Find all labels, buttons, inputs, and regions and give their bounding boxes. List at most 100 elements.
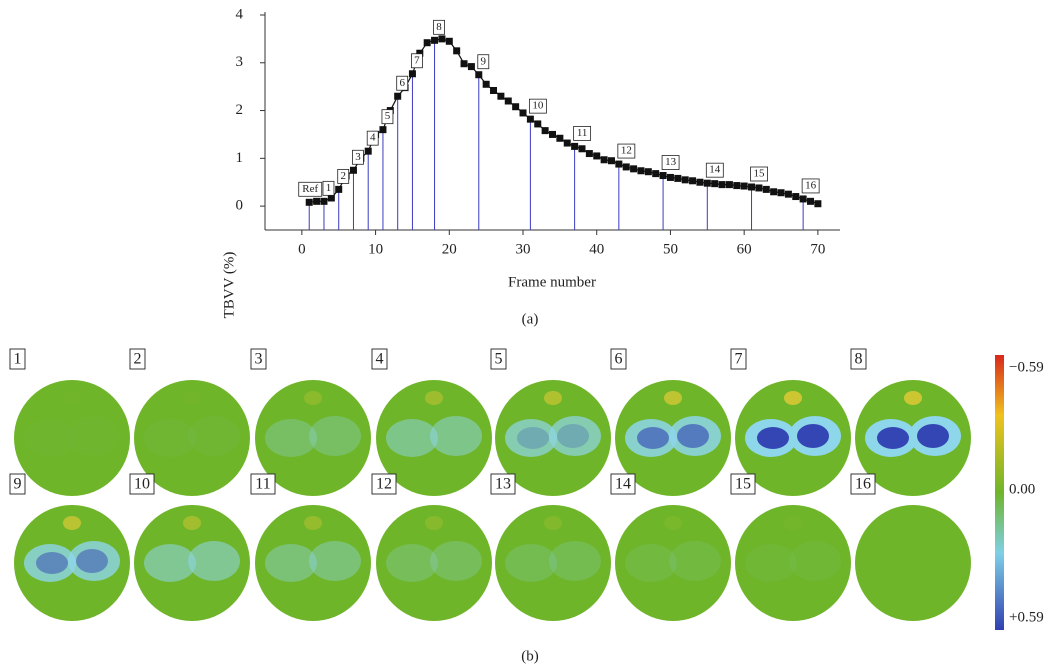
marker	[365, 148, 372, 155]
marker	[630, 165, 637, 172]
frame-label: 5	[495, 351, 503, 368]
figure: TBVV (%) Frame number (a) (b) −0.59 0.00…	[0, 0, 1061, 667]
marker	[763, 186, 770, 193]
marker	[748, 184, 755, 191]
eit-spot	[784, 516, 802, 530]
marker	[394, 93, 401, 100]
frame-label: 8	[855, 351, 863, 368]
eit-core	[557, 424, 589, 448]
marker	[814, 200, 821, 207]
marker	[711, 180, 718, 187]
x-tick-label: 50	[663, 241, 678, 257]
annotation-label: 13	[665, 156, 677, 168]
eit-core	[517, 427, 549, 449]
eit-spot	[784, 391, 802, 405]
eit-spot	[304, 516, 322, 530]
frame-label: 13	[495, 476, 511, 493]
eit-spot	[544, 516, 562, 530]
frame-label: 9	[14, 476, 22, 493]
marker	[719, 181, 726, 188]
y-tick-label: 2	[236, 102, 244, 118]
marker	[733, 182, 740, 189]
annotation-label: 12	[621, 145, 632, 157]
marker	[652, 170, 659, 177]
marker	[409, 70, 416, 77]
marker	[785, 191, 792, 198]
y-axis-label: TBVV (%)	[221, 252, 237, 319]
eit-spot	[664, 391, 682, 405]
eit-spot	[304, 391, 322, 405]
marker	[505, 98, 512, 105]
colorbar-label: 0.00	[1009, 481, 1035, 497]
y-tick-label: 0	[236, 198, 244, 214]
marker	[608, 157, 615, 164]
y-tick-label: 1	[236, 150, 244, 166]
colorbar-label: +0.59	[1009, 609, 1044, 625]
marker	[453, 47, 460, 54]
marker	[645, 168, 652, 175]
caption: (a)	[522, 311, 539, 327]
x-tick-label: 10	[368, 241, 383, 257]
annotation-label: 3	[355, 151, 361, 163]
marker	[512, 103, 519, 110]
eit-spot	[63, 391, 81, 405]
marker	[446, 38, 453, 45]
marker	[564, 140, 571, 147]
annotation-label: 15	[754, 168, 766, 180]
marker	[306, 199, 313, 206]
marker	[549, 131, 556, 138]
marker	[696, 179, 703, 186]
colorbar-label: −0.59	[1009, 359, 1044, 375]
marker	[438, 35, 445, 42]
eit-spot	[63, 516, 81, 530]
marker	[770, 188, 777, 195]
eit-core	[36, 552, 68, 574]
x-tick-label: 60	[737, 241, 752, 257]
eit-spot	[183, 516, 201, 530]
marker	[578, 145, 585, 152]
caption: (b)	[521, 648, 539, 664]
annotation-label: 5	[385, 110, 391, 122]
marker	[726, 181, 733, 188]
eit-core	[917, 424, 949, 448]
marker	[667, 174, 674, 181]
annotation-label: 8	[436, 21, 442, 33]
eit-core	[677, 424, 709, 448]
marker	[586, 150, 593, 157]
marker	[313, 198, 320, 205]
annotation-label: 1	[326, 182, 332, 194]
marker	[704, 180, 711, 187]
colorbar	[995, 355, 1004, 630]
frame-label: 15	[735, 476, 751, 493]
eit-spot	[425, 516, 443, 530]
eit-spot	[904, 391, 922, 405]
eit-spot	[664, 516, 682, 530]
eit-core	[637, 427, 669, 449]
frame-label: 11	[255, 476, 270, 493]
marker	[807, 198, 814, 205]
marker	[778, 189, 785, 196]
frame-label: 16	[855, 476, 871, 493]
marker	[755, 184, 762, 191]
marker	[468, 63, 475, 70]
frame-label: 10	[134, 476, 150, 493]
x-axis-label: Frame number	[508, 274, 596, 290]
marker	[335, 186, 342, 193]
y-tick-label: 4	[236, 6, 244, 22]
eit-spot	[183, 391, 201, 405]
frame-label: 14	[615, 476, 631, 493]
annotation-label: 16	[805, 179, 817, 191]
marker	[660, 172, 667, 179]
marker	[534, 120, 541, 127]
x-tick-label: 30	[516, 241, 531, 257]
annotation-label: 10	[532, 100, 544, 112]
eit-spot	[425, 391, 443, 405]
marker	[379, 126, 386, 133]
marker	[593, 152, 600, 159]
annotation-label: 4	[370, 132, 376, 144]
eit-core	[76, 549, 108, 573]
annotation-label: 9	[481, 55, 487, 67]
marker	[571, 143, 578, 150]
frame-label: 3	[255, 351, 263, 368]
marker	[689, 177, 696, 184]
